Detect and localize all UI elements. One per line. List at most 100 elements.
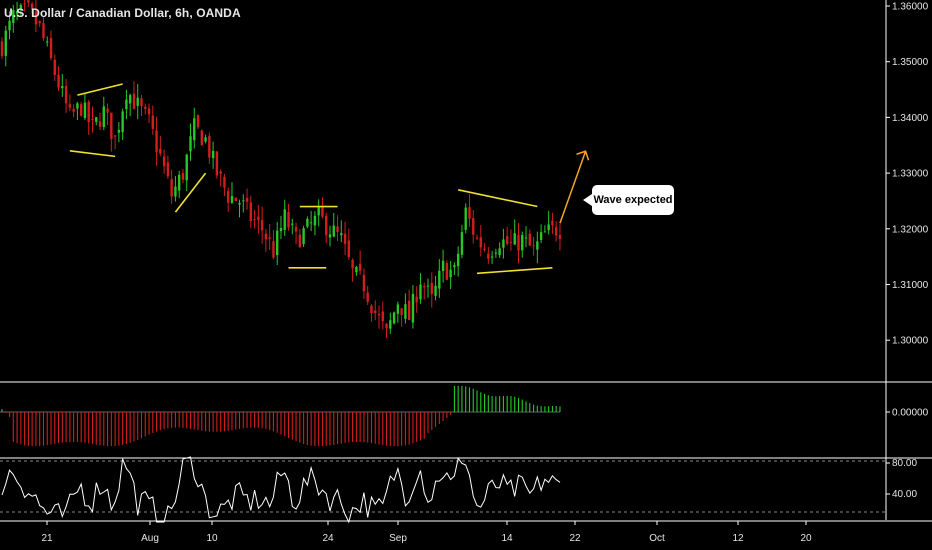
forecast-arrow-head [576,150,590,161]
wave-expected-callout: Wave expected [583,185,674,215]
candle-body [389,320,392,329]
time-tick-label: 24 [322,533,334,544]
time-tick-label: 12 [732,533,744,544]
candle-body [185,154,188,181]
time-tick-label: 20 [800,533,812,544]
candle-body [128,95,132,104]
candle-body [230,195,234,203]
candle-body [336,226,339,232]
candle-body [98,121,102,127]
candle-body [279,228,283,232]
chart-title: U.S. Dollar / Canadian Dollar, 6h, OANDA [4,6,241,20]
candle-body [521,234,524,251]
candle-body [113,135,117,137]
candle-body [558,234,562,239]
candle-body [438,270,441,289]
candle-body [193,118,196,141]
price-tick-label: 1.30000 [892,336,929,347]
candle-body [253,219,256,221]
candle-body [61,86,64,89]
candle-body [298,234,302,248]
candle-body [53,59,56,75]
candle-body [87,101,90,123]
candle-body [456,253,460,267]
candle-body [30,3,34,10]
candle-body [423,286,426,288]
pattern-line-wedge [476,266,553,275]
rsi-tick-label: 80.00 [892,458,917,469]
candle-body [426,285,430,287]
pattern-line-flag [69,150,116,158]
candle-body [208,135,211,158]
candle-body [355,266,358,273]
candle-body [23,3,26,5]
candle-body [283,209,286,230]
candle-body [4,30,7,56]
candle-body [211,150,215,159]
candle-body [76,103,79,109]
candle-body [483,248,486,250]
candle-body [317,207,320,216]
candle-body [238,202,241,205]
candle-body [306,218,309,227]
candle-body [340,233,343,236]
candle-body [381,311,384,322]
candle-body [309,222,313,224]
candle-body [407,300,411,321]
candle-body [242,200,245,202]
oscillator-zero-label: 0.00000 [892,408,929,419]
histogram-group [1,385,561,447]
candle-body [343,233,347,244]
candle-body [79,104,83,116]
candle-body [204,137,207,142]
candle-body [374,310,377,314]
candle-body [27,0,30,3]
candle-body [46,41,49,43]
candle-body [479,237,482,248]
candle-body [551,220,554,226]
candle-body [227,191,230,203]
candle-body [434,285,437,296]
candle-body [547,224,550,231]
candle-body [328,234,332,238]
candle-body [396,304,400,314]
candle-body [490,256,494,258]
candle-body [57,74,60,88]
time-tick-label: Aug [141,533,159,544]
candle-body [294,226,298,232]
candle-body [539,232,543,240]
pattern-line-wedge [458,189,538,208]
candle-body [276,230,279,256]
price-tick-label: 1.32000 [892,224,929,235]
candle-body [121,111,124,133]
time-tick-label: 10 [206,533,218,544]
candle-body [49,37,53,59]
price-tick-label: 1.31000 [892,280,929,291]
candle-body [351,260,354,269]
candle-body [151,115,154,129]
candle-body [385,323,388,328]
price-tick-label: 1.36000 [892,2,929,13]
time-tick-label: 21 [41,533,53,544]
candle-body [166,162,170,177]
pattern-line-flag [77,83,123,96]
price-tick-label: 1.34000 [892,113,929,124]
candle-body [34,11,38,25]
time-tick-label: 22 [569,533,581,544]
time-tick-label: Oct [649,533,665,544]
candle-body [400,308,403,316]
candle-body [468,207,471,219]
candle-body [392,312,396,324]
candle-body [68,104,72,108]
candle-body [502,239,505,248]
candle-body [505,236,509,244]
price-tick-label: 1.35000 [892,57,929,68]
candle-body [325,215,328,236]
candle-body [554,227,558,236]
candle-body [449,269,452,278]
candle-body [132,93,136,109]
candle-body [509,241,513,243]
candle-body [472,217,475,235]
candle-body [347,240,351,258]
